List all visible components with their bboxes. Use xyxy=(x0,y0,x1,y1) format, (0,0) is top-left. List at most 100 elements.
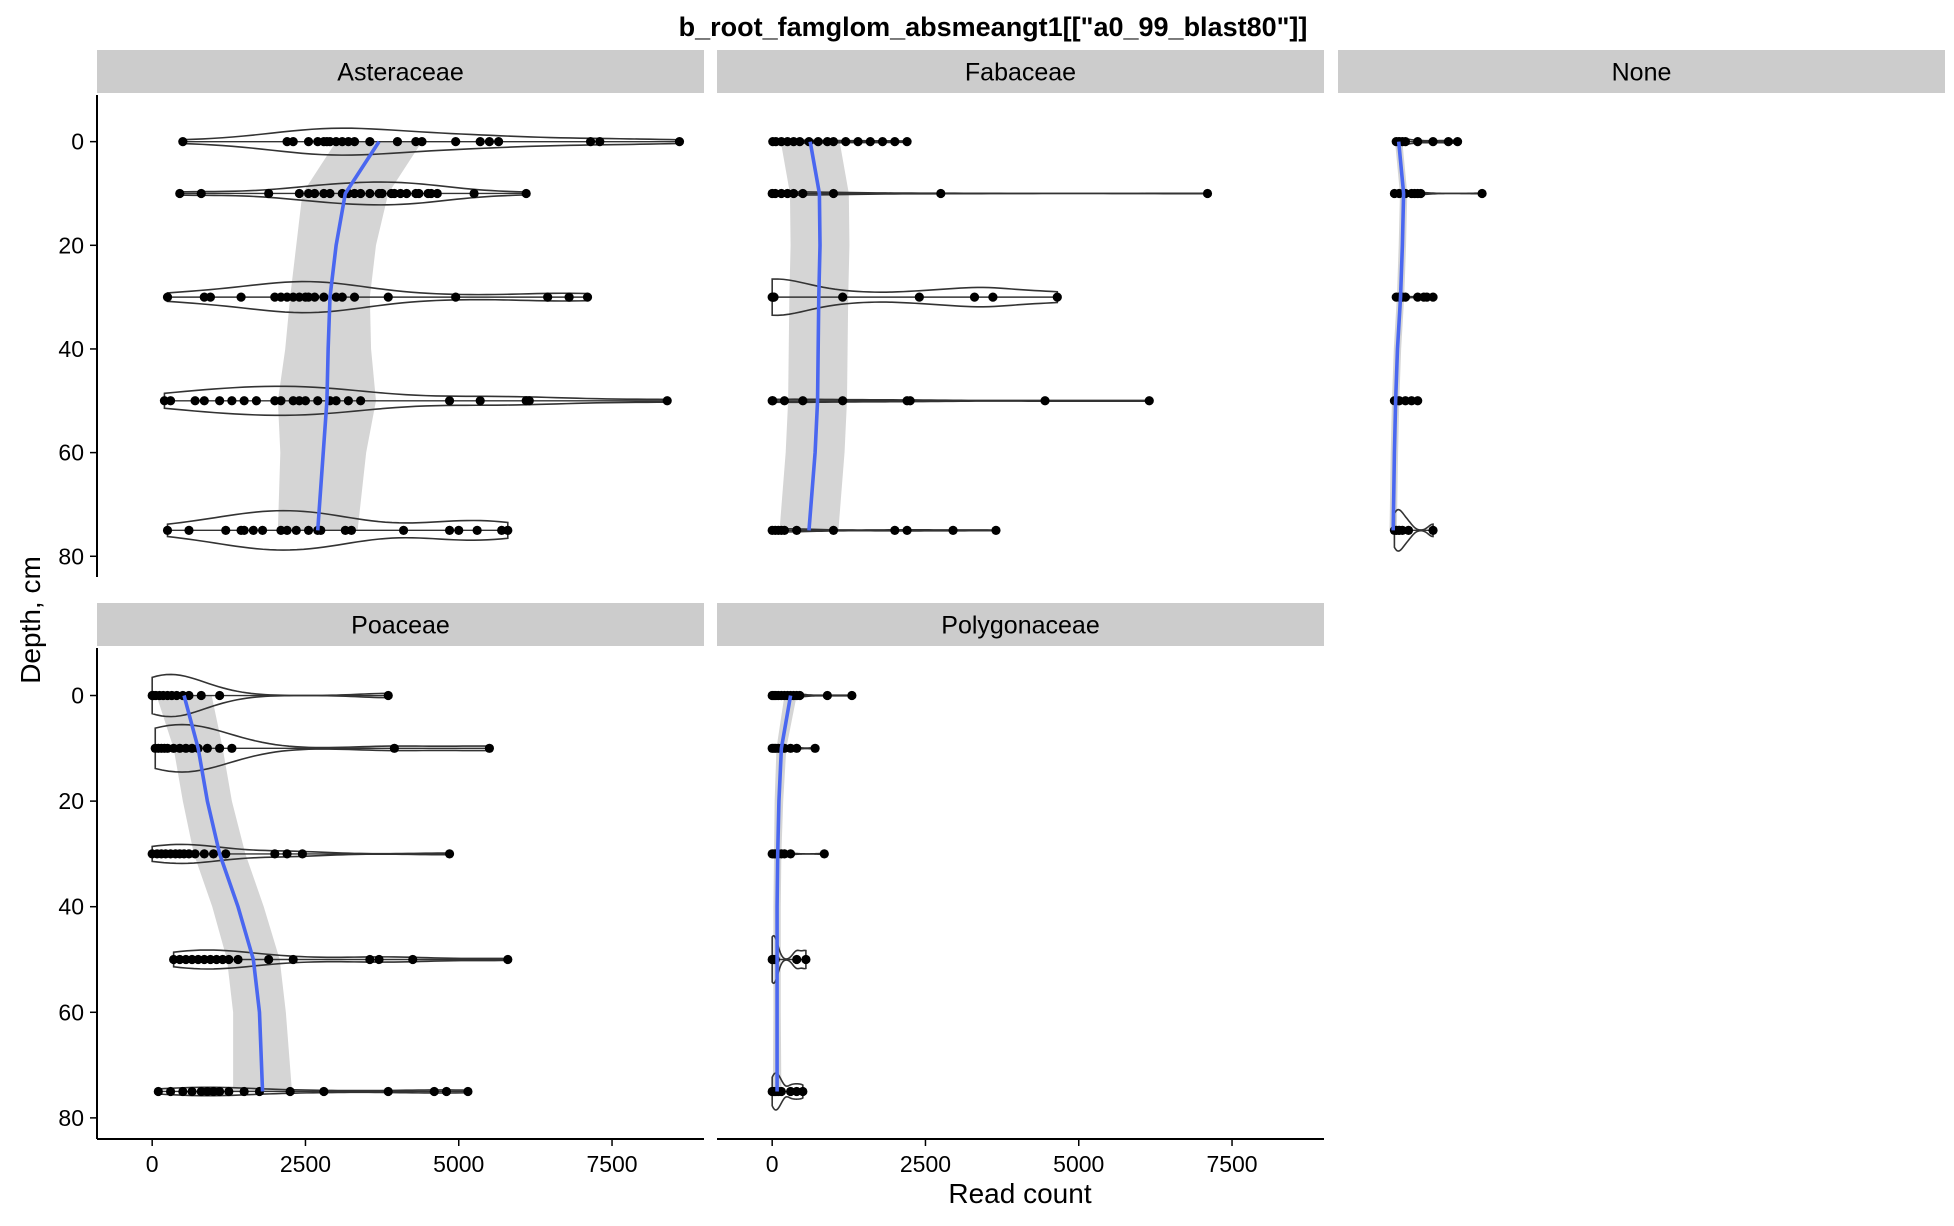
data-point xyxy=(313,396,323,406)
data-point xyxy=(798,188,808,199)
x-axis-title: Read count xyxy=(948,1178,1091,1209)
data-point xyxy=(205,292,216,302)
data-point xyxy=(264,954,274,965)
data-point xyxy=(319,292,329,302)
data-point xyxy=(795,137,805,147)
data-point xyxy=(303,137,314,147)
data-point xyxy=(779,396,790,406)
data-point xyxy=(356,188,366,199)
data-point xyxy=(484,743,495,753)
data-point xyxy=(585,137,596,147)
violin-outline xyxy=(1393,508,1434,552)
data-point xyxy=(988,292,998,302)
smooth-confidence-band xyxy=(156,695,292,1092)
data-point xyxy=(374,954,384,965)
data-point xyxy=(178,1086,188,1097)
facet-strip xyxy=(717,50,1324,93)
data-point xyxy=(239,1086,249,1097)
data-point xyxy=(288,954,298,965)
data-point xyxy=(310,292,320,302)
data-point xyxy=(475,396,485,406)
data-point xyxy=(294,188,304,199)
y-tick-label: 40 xyxy=(58,336,84,362)
data-point xyxy=(902,525,912,535)
data-point xyxy=(239,525,249,535)
data-point xyxy=(383,690,393,701)
facet-panel-poaceae: Poaceae 0 20 40 60 80 0 2500 5000 7500 xyxy=(58,603,704,1177)
data-point xyxy=(165,396,176,406)
data-point xyxy=(184,525,194,535)
data-point xyxy=(822,690,832,701)
x-tick-label: 7500 xyxy=(586,1151,637,1177)
data-point xyxy=(877,137,888,147)
data-point xyxy=(1413,396,1423,406)
data-point xyxy=(162,525,173,535)
data-point xyxy=(162,292,173,302)
plot-title: b_root_famglom_absmeangt1[["a0_99_blast8… xyxy=(679,12,1308,42)
data-point xyxy=(828,137,839,147)
data-point xyxy=(208,849,219,859)
data-point xyxy=(349,137,360,147)
data-point xyxy=(841,137,851,147)
data-point xyxy=(1443,137,1453,147)
data-point xyxy=(785,849,796,859)
data-point xyxy=(325,188,335,199)
data-point xyxy=(221,525,231,535)
data-point xyxy=(494,137,504,147)
data-point xyxy=(310,188,320,199)
facet-panel-fabaceae: Fabaceae xyxy=(717,50,1324,535)
data-point xyxy=(819,849,829,859)
data-point xyxy=(914,292,924,302)
x-tick-label: 2500 xyxy=(280,1151,331,1177)
data-point xyxy=(674,137,685,147)
data-point xyxy=(454,525,464,535)
data-point xyxy=(451,137,461,147)
x-tick-label: 2500 xyxy=(900,1151,951,1177)
data-point xyxy=(1428,525,1438,535)
data-point xyxy=(291,525,301,535)
data-point xyxy=(769,292,779,302)
data-point xyxy=(175,188,185,199)
data-point xyxy=(828,188,839,199)
data-point xyxy=(810,743,820,753)
data-point xyxy=(187,1086,197,1097)
data-point xyxy=(337,292,347,302)
data-point xyxy=(349,292,360,302)
smooth-trend-line xyxy=(1391,141,1406,531)
data-point xyxy=(196,188,206,199)
data-point xyxy=(853,137,863,147)
data-point xyxy=(1144,396,1154,406)
x-tick-label: 0 xyxy=(146,1151,159,1177)
data-point xyxy=(276,396,286,406)
data-point xyxy=(248,525,258,535)
data-point xyxy=(432,188,442,199)
data-point xyxy=(365,954,375,965)
data-point xyxy=(383,292,393,302)
y-tick-label: 20 xyxy=(58,788,84,814)
data-point xyxy=(239,396,249,406)
smooth-confidence-band xyxy=(779,141,850,531)
facet-strip-label: Polygonaceae xyxy=(941,612,1099,640)
data-point xyxy=(1428,137,1438,147)
data-point xyxy=(251,396,262,406)
data-point xyxy=(795,690,805,701)
data-point xyxy=(1403,525,1414,535)
smooth-trend-line xyxy=(315,140,381,531)
data-point xyxy=(199,849,209,859)
data-point xyxy=(838,396,848,406)
smooth-trend-line xyxy=(807,141,822,531)
data-point xyxy=(936,188,946,199)
data-point xyxy=(798,1086,808,1097)
data-point xyxy=(444,396,455,406)
data-point xyxy=(521,188,531,199)
data-point xyxy=(798,396,808,406)
data-point xyxy=(215,396,225,406)
data-point xyxy=(285,1086,295,1097)
data-point xyxy=(1400,292,1411,302)
facet-strip xyxy=(97,603,704,646)
y-tick-label: 0 xyxy=(71,129,84,155)
data-point xyxy=(215,1086,225,1097)
data-point xyxy=(472,525,482,535)
data-point xyxy=(792,954,802,965)
